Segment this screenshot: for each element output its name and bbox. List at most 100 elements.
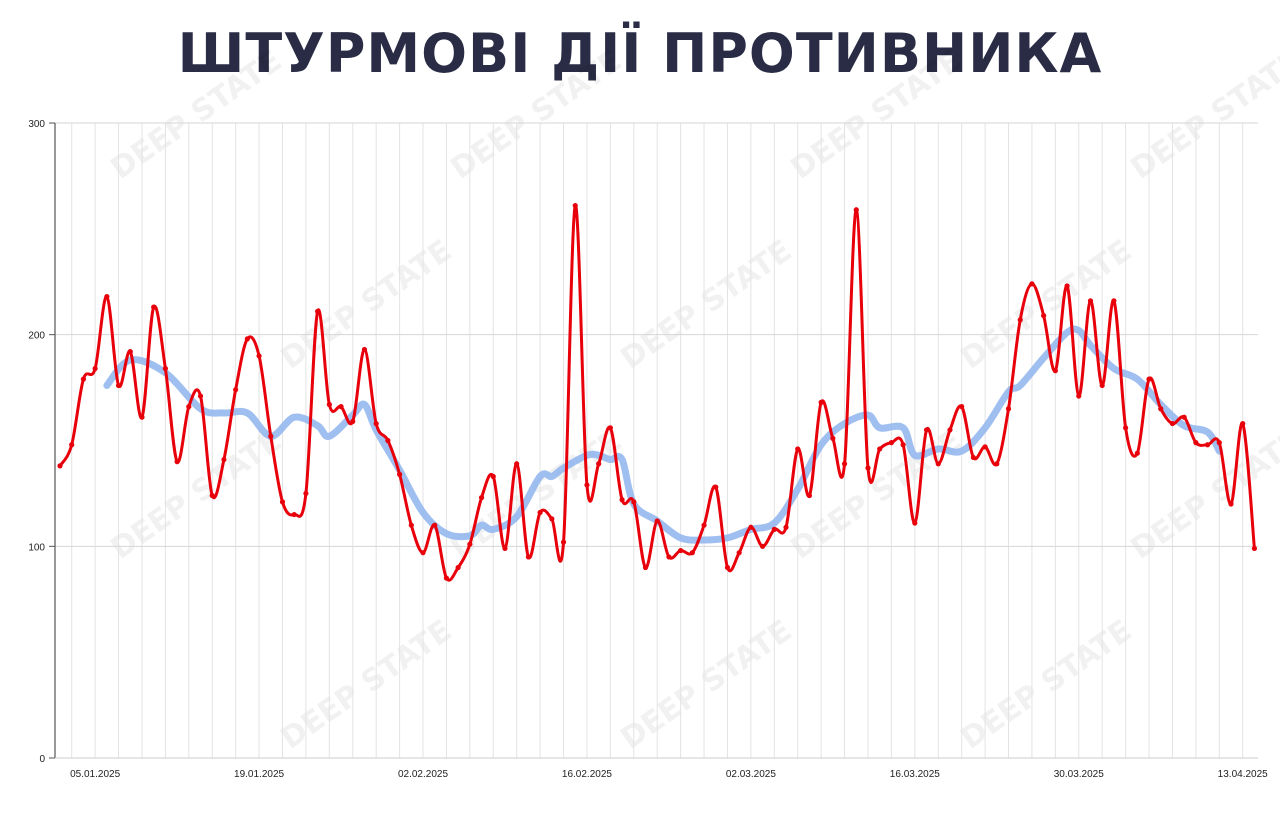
data-point	[654, 518, 660, 524]
data-point	[830, 435, 836, 441]
series-lines	[57, 202, 1258, 582]
y-tick-label: 0	[39, 754, 45, 765]
data-point	[1087, 298, 1094, 304]
watermark: DEEP STATE	[955, 613, 1139, 756]
data-point	[385, 437, 391, 444]
watermark: DEEP STATE	[1125, 43, 1280, 186]
data-point	[315, 308, 321, 314]
data-point	[127, 349, 133, 355]
data-point	[1146, 376, 1152, 382]
data-point	[596, 461, 602, 467]
data-point	[490, 473, 496, 480]
data-point	[1169, 420, 1176, 427]
data-point	[912, 520, 918, 526]
data-point	[396, 471, 403, 477]
y-tick-label: 300	[28, 119, 45, 130]
data-point	[982, 444, 988, 450]
data-point	[186, 404, 192, 410]
data-point	[806, 492, 813, 499]
x-tick-label: 16.03.2025	[890, 769, 940, 780]
data-point	[865, 465, 871, 471]
data-point	[244, 336, 250, 342]
data-point	[478, 495, 485, 501]
data-point	[1216, 440, 1222, 446]
data-point	[642, 564, 649, 571]
data-point	[174, 459, 180, 465]
data-point	[151, 304, 157, 310]
data-point	[373, 420, 379, 427]
x-tick-label: 30.03.2025	[1054, 769, 1104, 780]
data-point	[1240, 420, 1246, 427]
data-point	[361, 346, 368, 353]
data-point	[350, 418, 356, 425]
data-point	[1251, 545, 1258, 552]
x-tick-label: 02.03.2025	[726, 769, 776, 780]
data-point	[841, 461, 848, 467]
data-point	[666, 554, 672, 560]
daily-line	[58, 204, 1256, 582]
watermark: DEEP STATE	[615, 233, 799, 376]
data-point	[678, 547, 684, 554]
x-tick-label: 16.02.2025	[562, 769, 612, 780]
data-point	[701, 522, 707, 528]
data-point	[57, 463, 63, 469]
watermark: DEEP STATE	[785, 423, 969, 566]
x-tick-label: 02.02.2025	[398, 769, 448, 780]
data-point	[959, 404, 965, 410]
chart-title: ШТУРМОВІ ДІЇ ПРОТИВНИКА	[177, 22, 1103, 85]
data-point	[467, 541, 473, 547]
data-point	[80, 376, 87, 382]
data-point	[1064, 283, 1070, 289]
data-point	[1076, 393, 1082, 399]
data-point	[197, 393, 204, 399]
data-point	[970, 454, 976, 461]
data-point	[1041, 313, 1047, 319]
data-point	[338, 404, 344, 410]
data-point	[1099, 382, 1105, 389]
data-point	[994, 461, 1000, 467]
data-point	[1005, 406, 1012, 412]
data-point	[771, 526, 777, 533]
y-tick-label: 100	[28, 542, 45, 553]
data-point	[888, 440, 895, 446]
data-point	[572, 202, 578, 209]
data-point	[1017, 317, 1023, 323]
y-tick-label: 200	[28, 331, 45, 342]
x-tick-label: 13.04.2025	[1218, 769, 1268, 780]
data-point	[1134, 450, 1140, 456]
data-point	[1158, 406, 1164, 412]
data-point	[279, 499, 286, 505]
data-point	[455, 564, 461, 571]
data-point	[900, 442, 906, 448]
data-point	[724, 564, 731, 571]
data-point	[92, 365, 98, 372]
data-point	[1123, 425, 1129, 431]
watermark: DEEP STATE	[105, 43, 289, 186]
data-point	[326, 401, 332, 408]
data-point	[514, 461, 520, 467]
data-point	[209, 492, 215, 499]
data-point	[853, 207, 859, 213]
data-point	[748, 524, 754, 530]
data-point	[1111, 298, 1117, 304]
data-point	[443, 575, 450, 581]
data-point	[139, 414, 145, 420]
watermarks: DEEP STATE DEEP STATE DEEP STATE DEEP STATE…	[105, 43, 1280, 756]
data-point	[1204, 442, 1211, 448]
data-point	[502, 545, 508, 552]
axes: 0 100 200 300 05.01.2025 19.01.2025 02.02.2025…	[28, 119, 1268, 780]
data-point	[760, 543, 766, 549]
data-point	[115, 382, 122, 389]
data-point	[221, 456, 227, 463]
data-point	[1228, 501, 1234, 507]
watermark: DEEP STATE	[785, 43, 969, 186]
data-point	[560, 539, 567, 545]
data-point	[303, 490, 309, 497]
data-point	[795, 446, 801, 452]
data-point	[432, 522, 438, 528]
data-point	[233, 387, 239, 393]
data-point	[631, 499, 637, 505]
data-point	[549, 516, 555, 522]
data-point	[607, 425, 613, 431]
